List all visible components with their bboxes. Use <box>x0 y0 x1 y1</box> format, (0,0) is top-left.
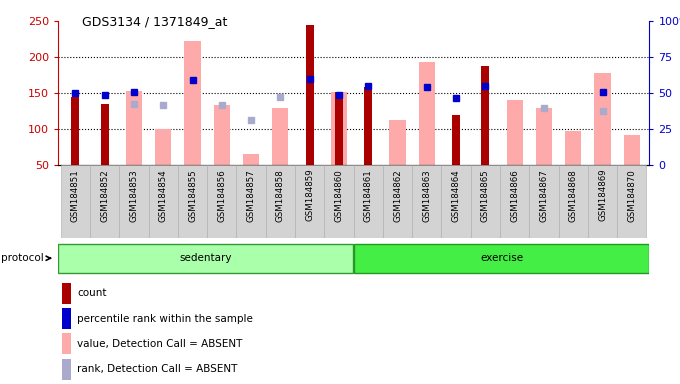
Bar <box>207 165 237 238</box>
Bar <box>126 91 142 165</box>
Bar <box>588 165 617 238</box>
Bar <box>529 165 558 238</box>
Text: GSM184859: GSM184859 <box>305 169 314 222</box>
Text: GDS3134 / 1371849_at: GDS3134 / 1371849_at <box>82 15 227 28</box>
Bar <box>295 165 324 238</box>
Bar <box>266 165 295 238</box>
Text: GSM184854: GSM184854 <box>158 169 168 222</box>
Bar <box>62 359 71 380</box>
Text: sedentary: sedentary <box>180 253 232 263</box>
Text: GSM184861: GSM184861 <box>364 169 373 222</box>
Text: GSM184856: GSM184856 <box>218 169 226 222</box>
Bar <box>565 131 581 165</box>
Bar <box>624 135 640 165</box>
Text: value, Detection Call = ABSENT: value, Detection Call = ABSENT <box>78 339 243 349</box>
Bar <box>62 283 71 304</box>
Bar <box>419 62 435 165</box>
Bar <box>305 25 313 165</box>
Bar <box>101 104 109 165</box>
Bar <box>243 154 259 165</box>
Text: GSM184860: GSM184860 <box>335 169 343 222</box>
Bar <box>500 165 529 238</box>
Bar <box>558 165 588 238</box>
Text: GSM184869: GSM184869 <box>598 169 607 222</box>
Bar <box>471 165 500 238</box>
Text: GSM184852: GSM184852 <box>100 169 109 222</box>
Text: GSM184863: GSM184863 <box>422 169 431 222</box>
Bar <box>441 165 471 238</box>
Bar <box>178 165 207 238</box>
Text: GSM184867: GSM184867 <box>539 169 549 222</box>
Bar <box>507 100 523 165</box>
Text: rank, Detection Call = ABSENT: rank, Detection Call = ABSENT <box>78 364 237 374</box>
Bar <box>412 165 441 238</box>
Bar <box>184 41 201 165</box>
Bar <box>354 243 649 273</box>
Bar <box>71 97 80 165</box>
Text: GSM184857: GSM184857 <box>247 169 256 222</box>
Bar <box>119 165 149 238</box>
Bar <box>237 165 266 238</box>
Text: GSM184868: GSM184868 <box>568 169 578 222</box>
Text: GSM184855: GSM184855 <box>188 169 197 222</box>
Bar <box>364 88 373 165</box>
Text: GSM184851: GSM184851 <box>71 169 80 222</box>
Text: exercise: exercise <box>480 253 523 263</box>
Bar <box>61 165 90 238</box>
Text: GSM184862: GSM184862 <box>393 169 402 222</box>
Bar <box>452 115 460 165</box>
Bar <box>335 92 343 165</box>
Bar <box>617 165 647 238</box>
Bar <box>90 165 119 238</box>
Bar <box>62 333 71 354</box>
Bar <box>58 243 353 273</box>
Text: GSM184866: GSM184866 <box>510 169 519 222</box>
Text: GSM184858: GSM184858 <box>276 169 285 222</box>
Bar <box>155 129 171 165</box>
Bar <box>481 66 490 165</box>
Text: percentile rank within the sample: percentile rank within the sample <box>78 313 253 324</box>
Bar <box>214 105 230 165</box>
Bar <box>62 308 71 329</box>
Bar <box>324 165 354 238</box>
Bar <box>272 108 288 165</box>
Text: GSM184864: GSM184864 <box>452 169 460 222</box>
Text: GSM184853: GSM184853 <box>129 169 139 222</box>
Bar <box>594 73 611 165</box>
Bar <box>331 92 347 165</box>
Bar <box>354 165 383 238</box>
Text: count: count <box>78 288 107 298</box>
Text: protocol: protocol <box>1 253 50 263</box>
Bar <box>536 108 552 165</box>
Bar <box>390 120 405 165</box>
Text: GSM184865: GSM184865 <box>481 169 490 222</box>
Bar <box>383 165 412 238</box>
Bar <box>149 165 178 238</box>
Text: GSM184870: GSM184870 <box>628 169 636 222</box>
